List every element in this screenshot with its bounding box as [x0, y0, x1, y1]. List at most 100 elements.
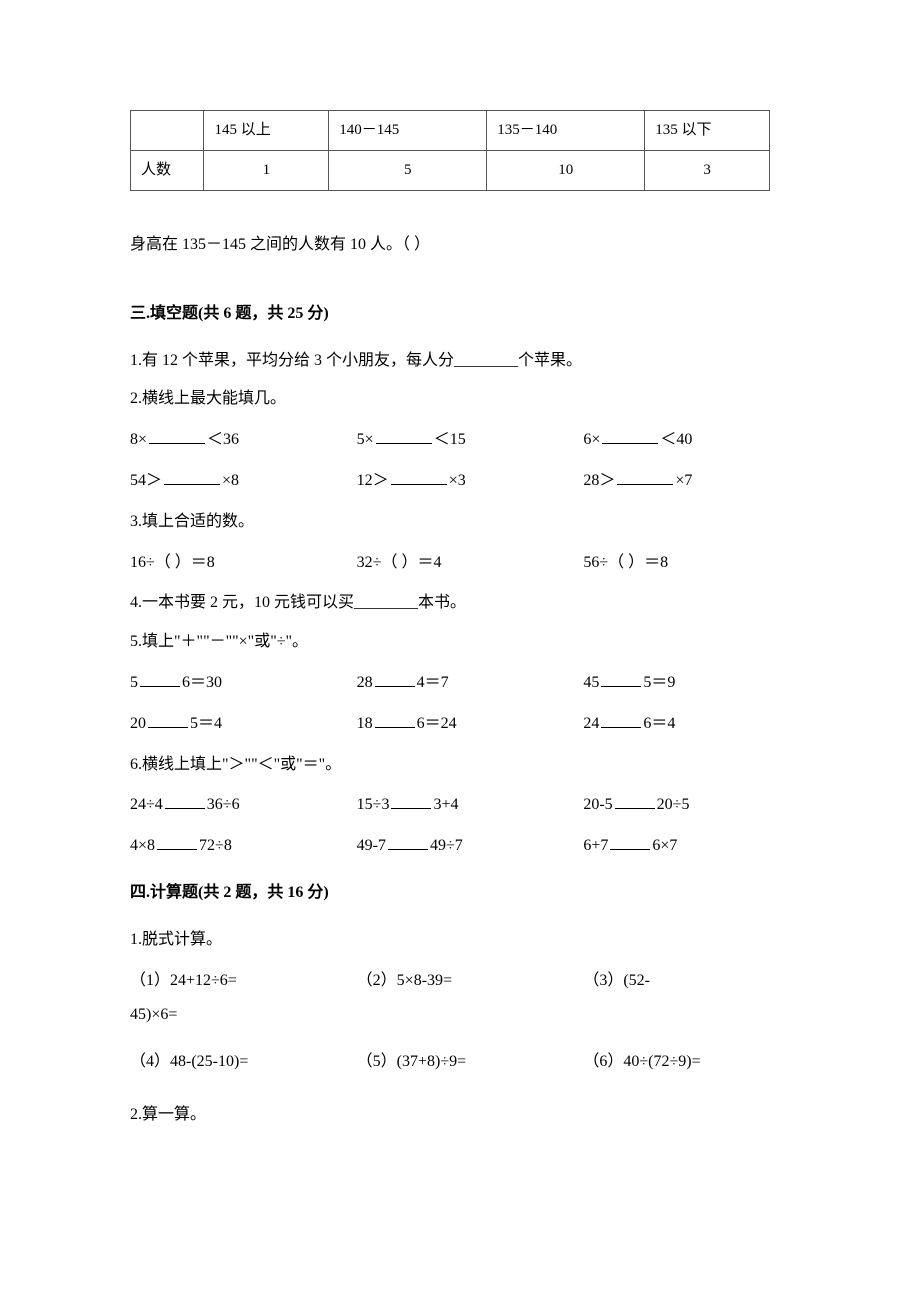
q2r2-a: 54＞ ×8 [130, 467, 357, 496]
s3-q6-row2: 4×8 72÷8 49-7 49÷7 6+76×7 [130, 832, 810, 861]
q6r2-a-post: 72÷8 [199, 837, 232, 854]
s4-q1-row2: （4）48-(25-10)= （5）(37+8)÷9= （6）40÷(72÷9)… [130, 1048, 810, 1077]
q5r2-b-post: 6＝24 [417, 715, 457, 732]
s4q1-a: （1）24+12÷6= [130, 967, 357, 996]
q2r2-c-pre: 28＞ [583, 472, 615, 489]
q2r1-c: 6× ＜40 [583, 426, 810, 455]
q5r1-c-post: 5＝9 [643, 674, 675, 691]
blank [615, 792, 655, 809]
q3-b: 32÷（ ）＝4 [357, 549, 584, 578]
q6r1-a-pre: 24÷4 [130, 796, 163, 813]
height-table: 145 以上 140－145 135－140 135 以下 人数 1 5 10 … [130, 110, 770, 191]
q5r1-a: 56＝30 [130, 669, 357, 698]
q5r2-b: 18 6＝24 [357, 710, 584, 739]
s3-q1: 1.有 12 个苹果，平均分给 3 个小朋友，每人分________个苹果。 [130, 347, 810, 376]
s4q1-d: （4）48-(25-10)= [130, 1048, 357, 1077]
q5r1-b-post: 4＝7 [417, 674, 449, 691]
q6r2-b-pre: 49-7 [357, 837, 386, 854]
q6r2-a-pre: 4×8 [130, 837, 155, 854]
blank [610, 833, 650, 850]
cell-4: 3 [645, 151, 770, 191]
blank [375, 670, 415, 687]
q3-a: 16÷（ ）＝8 [130, 549, 357, 578]
q5r2-b-pre: 18 [357, 715, 373, 732]
q2r2-a-post: ×8 [222, 472, 239, 489]
table-data-row: 人数 1 5 10 3 [131, 151, 770, 191]
s3-q5-row2: 205＝4 186＝24 246＝4 [130, 710, 810, 739]
q6r2-a: 4×8 72÷8 [130, 832, 357, 861]
s4q1-b: （2）5×8-39= [357, 967, 584, 996]
blank [376, 427, 432, 444]
s3-q2-row1: 8× ＜36 5×＜15 6× ＜40 [130, 426, 810, 455]
table-header-row: 145 以上 140－145 135－140 135 以下 [131, 111, 770, 151]
s4q1-c: （3）(52- [583, 967, 810, 996]
q2r1-c-post: ＜40 [660, 431, 692, 448]
blank [375, 711, 415, 728]
q2r1-b-pre: 5× [357, 431, 374, 448]
q2r2-b-post: ×3 [449, 472, 466, 489]
q5r1-a-pre: 5 [130, 674, 138, 691]
q3-c: 56÷（ ）＝8 [583, 549, 810, 578]
s4-q2-title: 2.算一算。 [130, 1101, 810, 1130]
s3-q3-row: 16÷（ ）＝8 32÷（ ）＝4 56÷（ ）＝8 [130, 549, 810, 578]
q5r2-a: 205＝4 [130, 710, 357, 739]
s3-q5-row1: 56＝30 28 4＝7 455＝9 [130, 669, 810, 698]
s3-q6-title: 6.横线上填上"＞""＜"或"＝"。 [130, 751, 810, 780]
q2r1-a-pre: 8× [130, 431, 147, 448]
section-3-title: 三.填空题(共 6 题，共 25 分) [130, 300, 810, 329]
q6r1-c-pre: 20-5 [583, 796, 612, 813]
th-135below: 135 以下 [645, 111, 770, 151]
th-145plus: 145 以上 [204, 111, 329, 151]
th-blank [131, 111, 204, 151]
q2r2-c: 28＞ ×7 [583, 467, 810, 496]
q6r1-a-post: 36÷6 [207, 796, 240, 813]
blank [148, 711, 188, 728]
q5r2-a-post: 5＝4 [190, 715, 222, 732]
blank [602, 427, 658, 444]
s4q1-c-l2: 45)×6= [130, 1001, 810, 1030]
blank [391, 468, 447, 485]
q2r2-b-pre: 12＞ [357, 472, 389, 489]
s4q1-c-l1: （3）(52- [583, 972, 650, 989]
q2r1-a-post: ＜36 [207, 431, 239, 448]
q2r2-c-post: ×7 [675, 472, 692, 489]
q6r1-c-post: 20÷5 [657, 796, 690, 813]
s4q1-e: （5）(37+8)÷9= [357, 1048, 584, 1077]
s3-q2-row2: 54＞ ×8 12＞ ×3 28＞ ×7 [130, 467, 810, 496]
blank [164, 468, 220, 485]
blank [157, 833, 197, 850]
q2r2-a-pre: 54＞ [130, 472, 162, 489]
cell-2: 5 [329, 151, 487, 191]
blank [388, 833, 428, 850]
q2r1-b: 5×＜15 [357, 426, 584, 455]
q2r1-a: 8× ＜36 [130, 426, 357, 455]
blank [617, 468, 673, 485]
blank [601, 670, 641, 687]
cell-3: 10 [487, 151, 645, 191]
row-label: 人数 [131, 151, 204, 191]
q6r2-c-pre: 6+7 [583, 837, 608, 854]
q5r2-c-pre: 24 [583, 715, 599, 732]
s3-q3-title: 3.填上合适的数。 [130, 508, 810, 537]
q6r2-c: 6+76×7 [583, 832, 810, 861]
q6r1-b-pre: 15÷3 [357, 796, 390, 813]
q6r1-c: 20-5 20÷5 [583, 791, 810, 820]
q5r1-b-pre: 28 [357, 674, 373, 691]
s4q1-f: （6）40÷(72÷9)= [583, 1048, 810, 1077]
q6r1-b-post: 3+4 [433, 796, 458, 813]
th-140-145: 140－145 [329, 111, 487, 151]
s3-q6-row1: 24÷4 36÷6 15÷3 3+4 20-5 20÷5 [130, 791, 810, 820]
q2r2-b: 12＞ ×3 [357, 467, 584, 496]
s3-q2-title: 2.横线上最大能填几。 [130, 385, 810, 414]
section-4-title: 四.计算题(共 2 题，共 16 分) [130, 879, 810, 908]
blank [149, 427, 205, 444]
q6r2-b: 49-7 49÷7 [357, 832, 584, 861]
q6r2-b-post: 49÷7 [430, 837, 463, 854]
q2r1-c-pre: 6× [583, 431, 600, 448]
cell-1: 1 [204, 151, 329, 191]
blank [165, 792, 205, 809]
q6r1-a: 24÷4 36÷6 [130, 791, 357, 820]
blank [140, 670, 180, 687]
q5r1-c: 455＝9 [583, 669, 810, 698]
blank [601, 711, 641, 728]
